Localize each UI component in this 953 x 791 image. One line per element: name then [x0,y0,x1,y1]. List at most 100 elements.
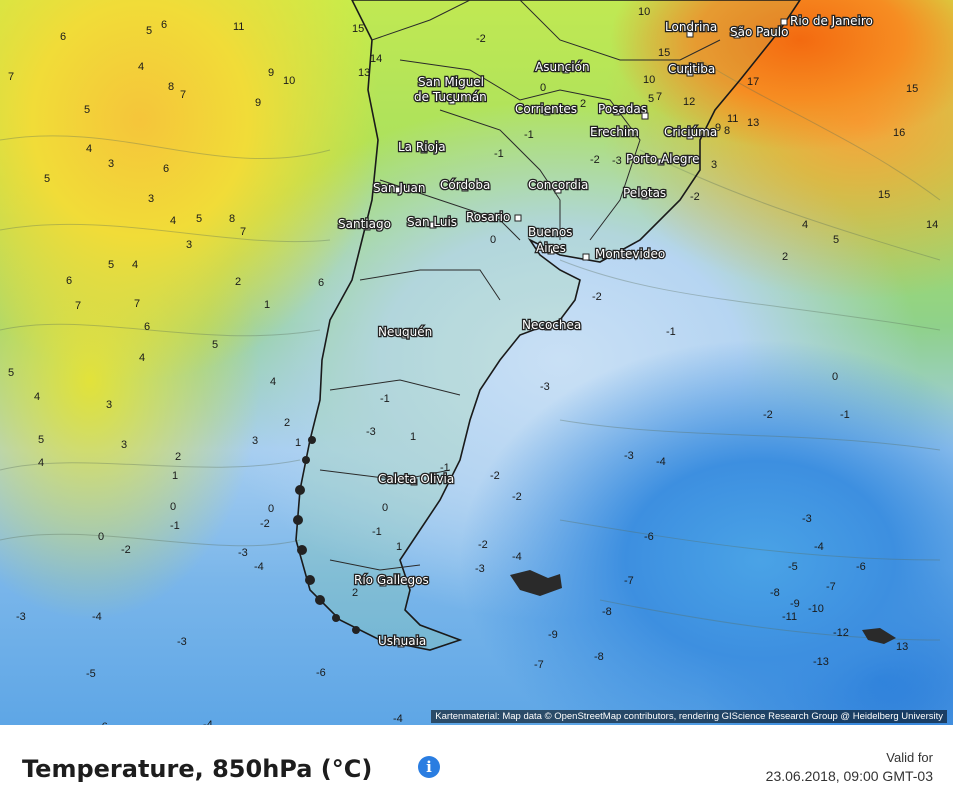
isotherm-label: 4 [139,352,145,364]
isotherm-label: -4 [656,456,666,468]
isotherm-label: -8 [770,587,780,599]
city-marker[interactable] [410,478,418,486]
isotherm-label: -1 [380,393,390,405]
isotherm-label: -5 [86,668,96,680]
city-marker[interactable] [657,158,665,166]
isotherm-label: 8 [168,81,174,93]
isotherm-label: -6 [316,667,326,679]
city-label: Criciúma [664,125,717,139]
city-marker[interactable] [686,69,694,77]
isotherm-label: -4 [92,611,102,623]
isotherm-label: -3 [612,155,622,167]
city-marker[interactable] [394,186,402,194]
isotherm-label: 5 [212,339,218,351]
city-marker[interactable] [562,66,570,74]
city-marker[interactable] [613,108,621,116]
city-marker[interactable] [641,192,649,200]
isotherm-label: 13 [358,67,370,79]
isotherm-label: -2 [490,470,500,482]
isotherm-label: -3 [802,513,812,525]
isotherm-label: -2 [478,539,488,551]
city-label: Río Gallegos [354,573,429,587]
isotherm-label: -12 [833,627,849,639]
isotherm-label: 3 [711,159,717,171]
city-marker[interactable] [397,640,405,648]
isotherm-label: 3 [148,193,154,205]
isotherm-label: -2 [512,491,522,503]
isotherm-label: -9 [548,629,558,641]
isotherm-label: 15 [878,189,890,201]
city-marker[interactable] [544,323,552,331]
city-label: Córdoba [440,178,490,192]
isotherm-label: 2 [235,276,241,288]
city-marker[interactable] [686,30,694,38]
city-marker[interactable] [686,132,694,140]
isotherm-label: -4 [814,541,824,553]
isotherm-label: 5 [8,367,14,379]
city-label: San Miguel [418,75,484,89]
isotherm-label: -1 [170,520,180,532]
isotherm-label: 7 [180,89,186,101]
isotherm-label: 4 [138,61,144,73]
isotherm-label: 0 [540,82,546,94]
isotherm-label: 7 [656,91,662,103]
city-marker[interactable] [582,253,590,261]
isotherm-label: 5 [38,434,44,446]
city-marker[interactable] [420,146,428,154]
city-marker[interactable] [733,31,741,39]
city-label: Santiago [338,217,391,231]
map-title: Temperature, 850hPa (°C) [22,755,373,783]
city-label: San Luis [407,215,457,229]
isotherm-label: 9 [268,67,274,79]
city-marker[interactable] [429,221,437,229]
isotherm-label: 6 [318,277,324,289]
city-marker[interactable] [514,214,522,222]
isotherm-label: 13 [896,641,908,653]
city-marker[interactable] [379,579,387,587]
isotherm-label: -1 [666,326,676,338]
isotherm-label: 4 [86,143,92,155]
city-label: Rio de Janeiro [790,14,873,28]
city-marker[interactable] [448,97,456,105]
isotherm-label: -3 [16,611,26,623]
isotherm-label: -2 [592,291,602,303]
city-marker[interactable] [363,223,371,231]
city-label: de Tucumán [414,90,487,104]
city-marker[interactable] [461,184,469,192]
city-marker[interactable] [547,247,555,255]
isotherm-label: 4 [34,391,40,403]
isotherm-label: 6 [161,19,167,31]
city-marker[interactable] [641,112,649,120]
isotherm-label: -3 [624,450,634,462]
temperature-map[interactable]: 6 5 6 11 15 14 13 -2 7 4 8 7 9 10 9 5 4 3 6 5 3 4 5 8 7 3 5 4 6 2 7 7 1 6… [0,0,953,725]
isotherm-label: -3 [366,426,376,438]
isotherm-label: 12 [683,96,695,108]
city-label: Aires [536,241,566,255]
isotherm-label: -4 [393,713,403,725]
isotherm-label: 0 [832,371,838,383]
city-label: San Juan [373,181,426,195]
isotherm-label: 10 [643,74,655,86]
isotherm-label: 6 [66,275,72,287]
isotherm-label: -3 [238,547,248,559]
isotherm-label: 1 [295,437,301,449]
city-marker[interactable] [780,18,788,26]
city-label: Londrina [665,20,717,34]
isotherm-label: 4 [38,457,44,469]
city-marker[interactable] [543,108,551,116]
info-icon[interactable]: i [418,756,440,778]
city-marker[interactable] [401,331,409,339]
city-marker[interactable] [554,186,562,194]
isotherm-label: 3 [252,435,258,447]
isotherm-label: 7 [240,226,246,238]
isotherm-label: -6 [98,721,108,725]
isotherm-label: -7 [624,575,634,587]
isotherm-label: -1 [840,409,850,421]
isotherm-label: 1 [396,541,402,553]
isotherm-label: -9 [790,598,800,610]
isotherm-label: -1 [372,526,382,538]
city-label: Asunción [535,60,590,74]
isotherm-label: 5 [146,25,152,37]
city-label: Concordia [528,178,588,192]
